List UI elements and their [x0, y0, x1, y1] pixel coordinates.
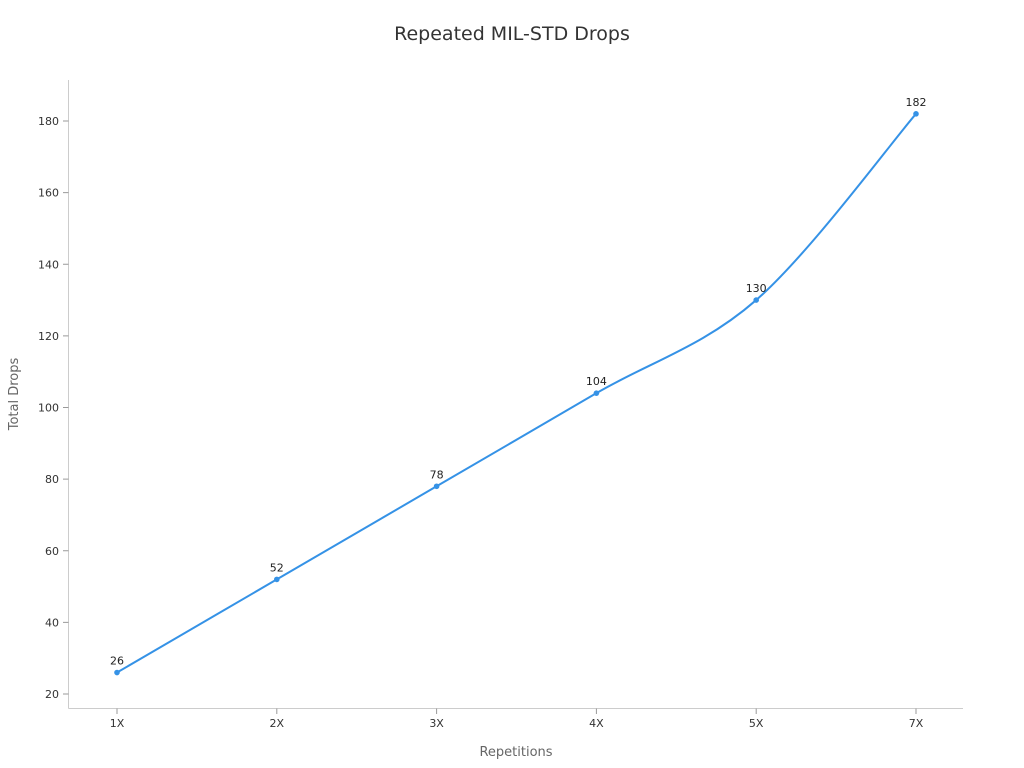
data-point [274, 576, 280, 583]
y-tick-label: 80 [45, 473, 59, 486]
x-axis-label: Repetitions [479, 745, 552, 760]
y-tick-label: 180 [38, 115, 59, 128]
y-tick-label: 60 [45, 545, 59, 558]
series-line [116, 113, 917, 674]
y-tick-label: 120 [38, 330, 59, 343]
x-tick-label: 4X [589, 717, 604, 730]
data-label: 182 [906, 96, 927, 109]
y-axis-label: Total Drops [7, 358, 22, 432]
x-tick-label: 1X [110, 717, 125, 730]
data-point [593, 390, 600, 396]
data-label: 130 [746, 282, 767, 295]
data-label: 104 [586, 375, 607, 388]
y-tick-label: 100 [38, 402, 59, 415]
x-tick-label: 3X [429, 717, 444, 730]
y-tick-label: 140 [38, 258, 59, 271]
x-tick-label: 7X [909, 717, 924, 730]
y-tick-label: 20 [45, 688, 59, 701]
data-point [913, 111, 919, 117]
data-label: 78 [430, 468, 444, 481]
data-point [753, 297, 759, 303]
data-label: 52 [270, 561, 284, 574]
x-tick-label: 5X [749, 717, 764, 730]
data-point [433, 483, 440, 490]
x-tick-label: 2X [270, 717, 285, 730]
y-tick-label: 40 [45, 616, 59, 629]
data-label: 26 [110, 655, 124, 668]
chart-title: Repeated MIL-STD Drops [394, 23, 630, 45]
data-point [114, 669, 120, 676]
y-tick-label: 160 [38, 187, 59, 200]
